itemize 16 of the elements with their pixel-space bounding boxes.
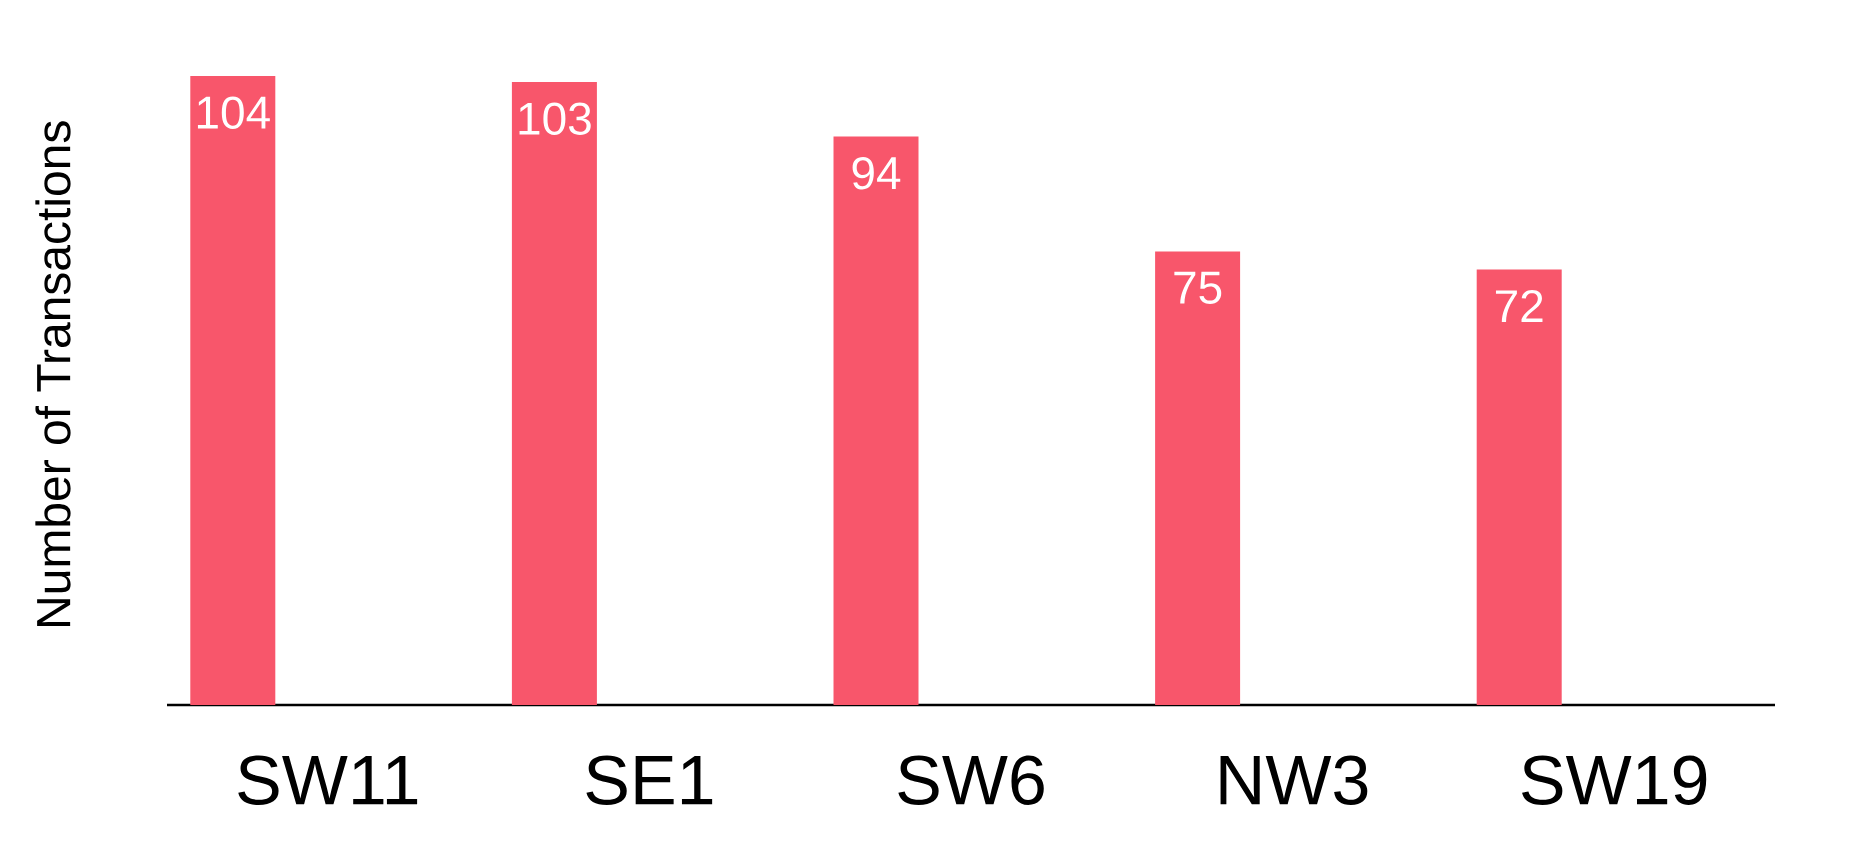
bar	[190, 76, 276, 705]
x-tick-label: SW11	[238, 755, 418, 805]
x-tick-label: SW6	[898, 755, 1044, 805]
data-label: 75	[1174, 271, 1222, 304]
bar	[511, 82, 597, 705]
data-label: 104	[197, 96, 270, 129]
bar	[1476, 269, 1562, 705]
data-label: 103	[519, 102, 591, 135]
x-tick-label: SE1	[586, 755, 713, 805]
bar	[1155, 251, 1241, 705]
data-label: 72	[1495, 289, 1543, 323]
x-tick-label: NW3	[1220, 755, 1368, 805]
data-label: 94	[852, 156, 901, 190]
y-axis-title: Number of Transactions	[35, 121, 71, 627]
bar	[833, 136, 919, 705]
x-tick-label: SW19	[1522, 755, 1707, 805]
